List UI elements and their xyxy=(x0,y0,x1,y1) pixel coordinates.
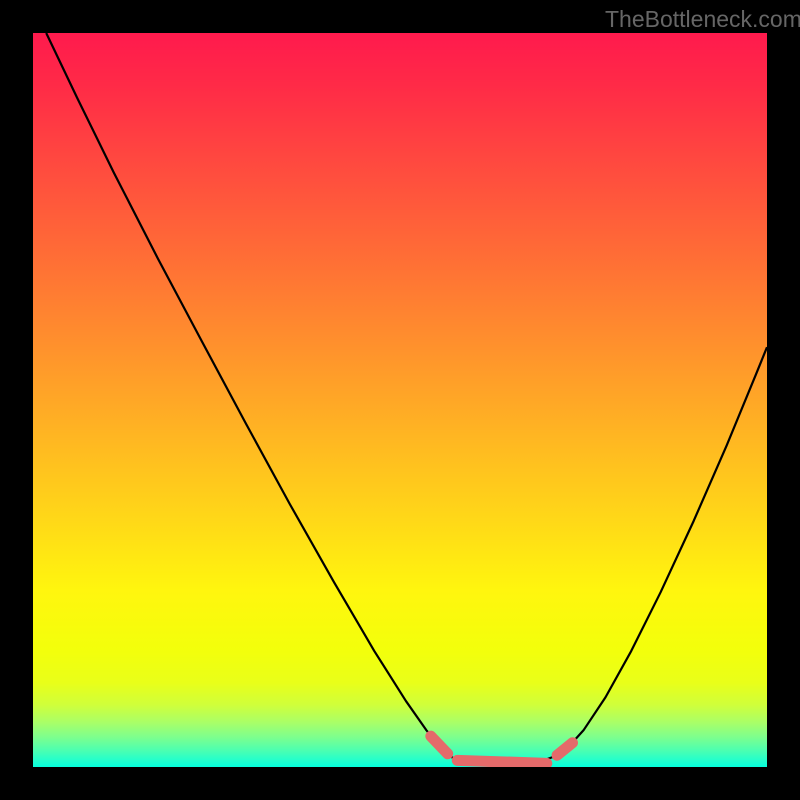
optimal-range-highlight-0 xyxy=(431,736,448,754)
bottleneck-curve xyxy=(46,33,767,766)
optimal-range-highlight-1 xyxy=(457,760,547,763)
watermark-text: TheBottleneck.com xyxy=(605,6,800,33)
plot-area xyxy=(33,33,767,767)
frame-bottom xyxy=(0,767,800,800)
frame-right xyxy=(767,0,800,800)
frame-left xyxy=(0,0,33,800)
optimal-range-highlight-2 xyxy=(557,743,572,755)
curve-layer xyxy=(33,33,767,767)
